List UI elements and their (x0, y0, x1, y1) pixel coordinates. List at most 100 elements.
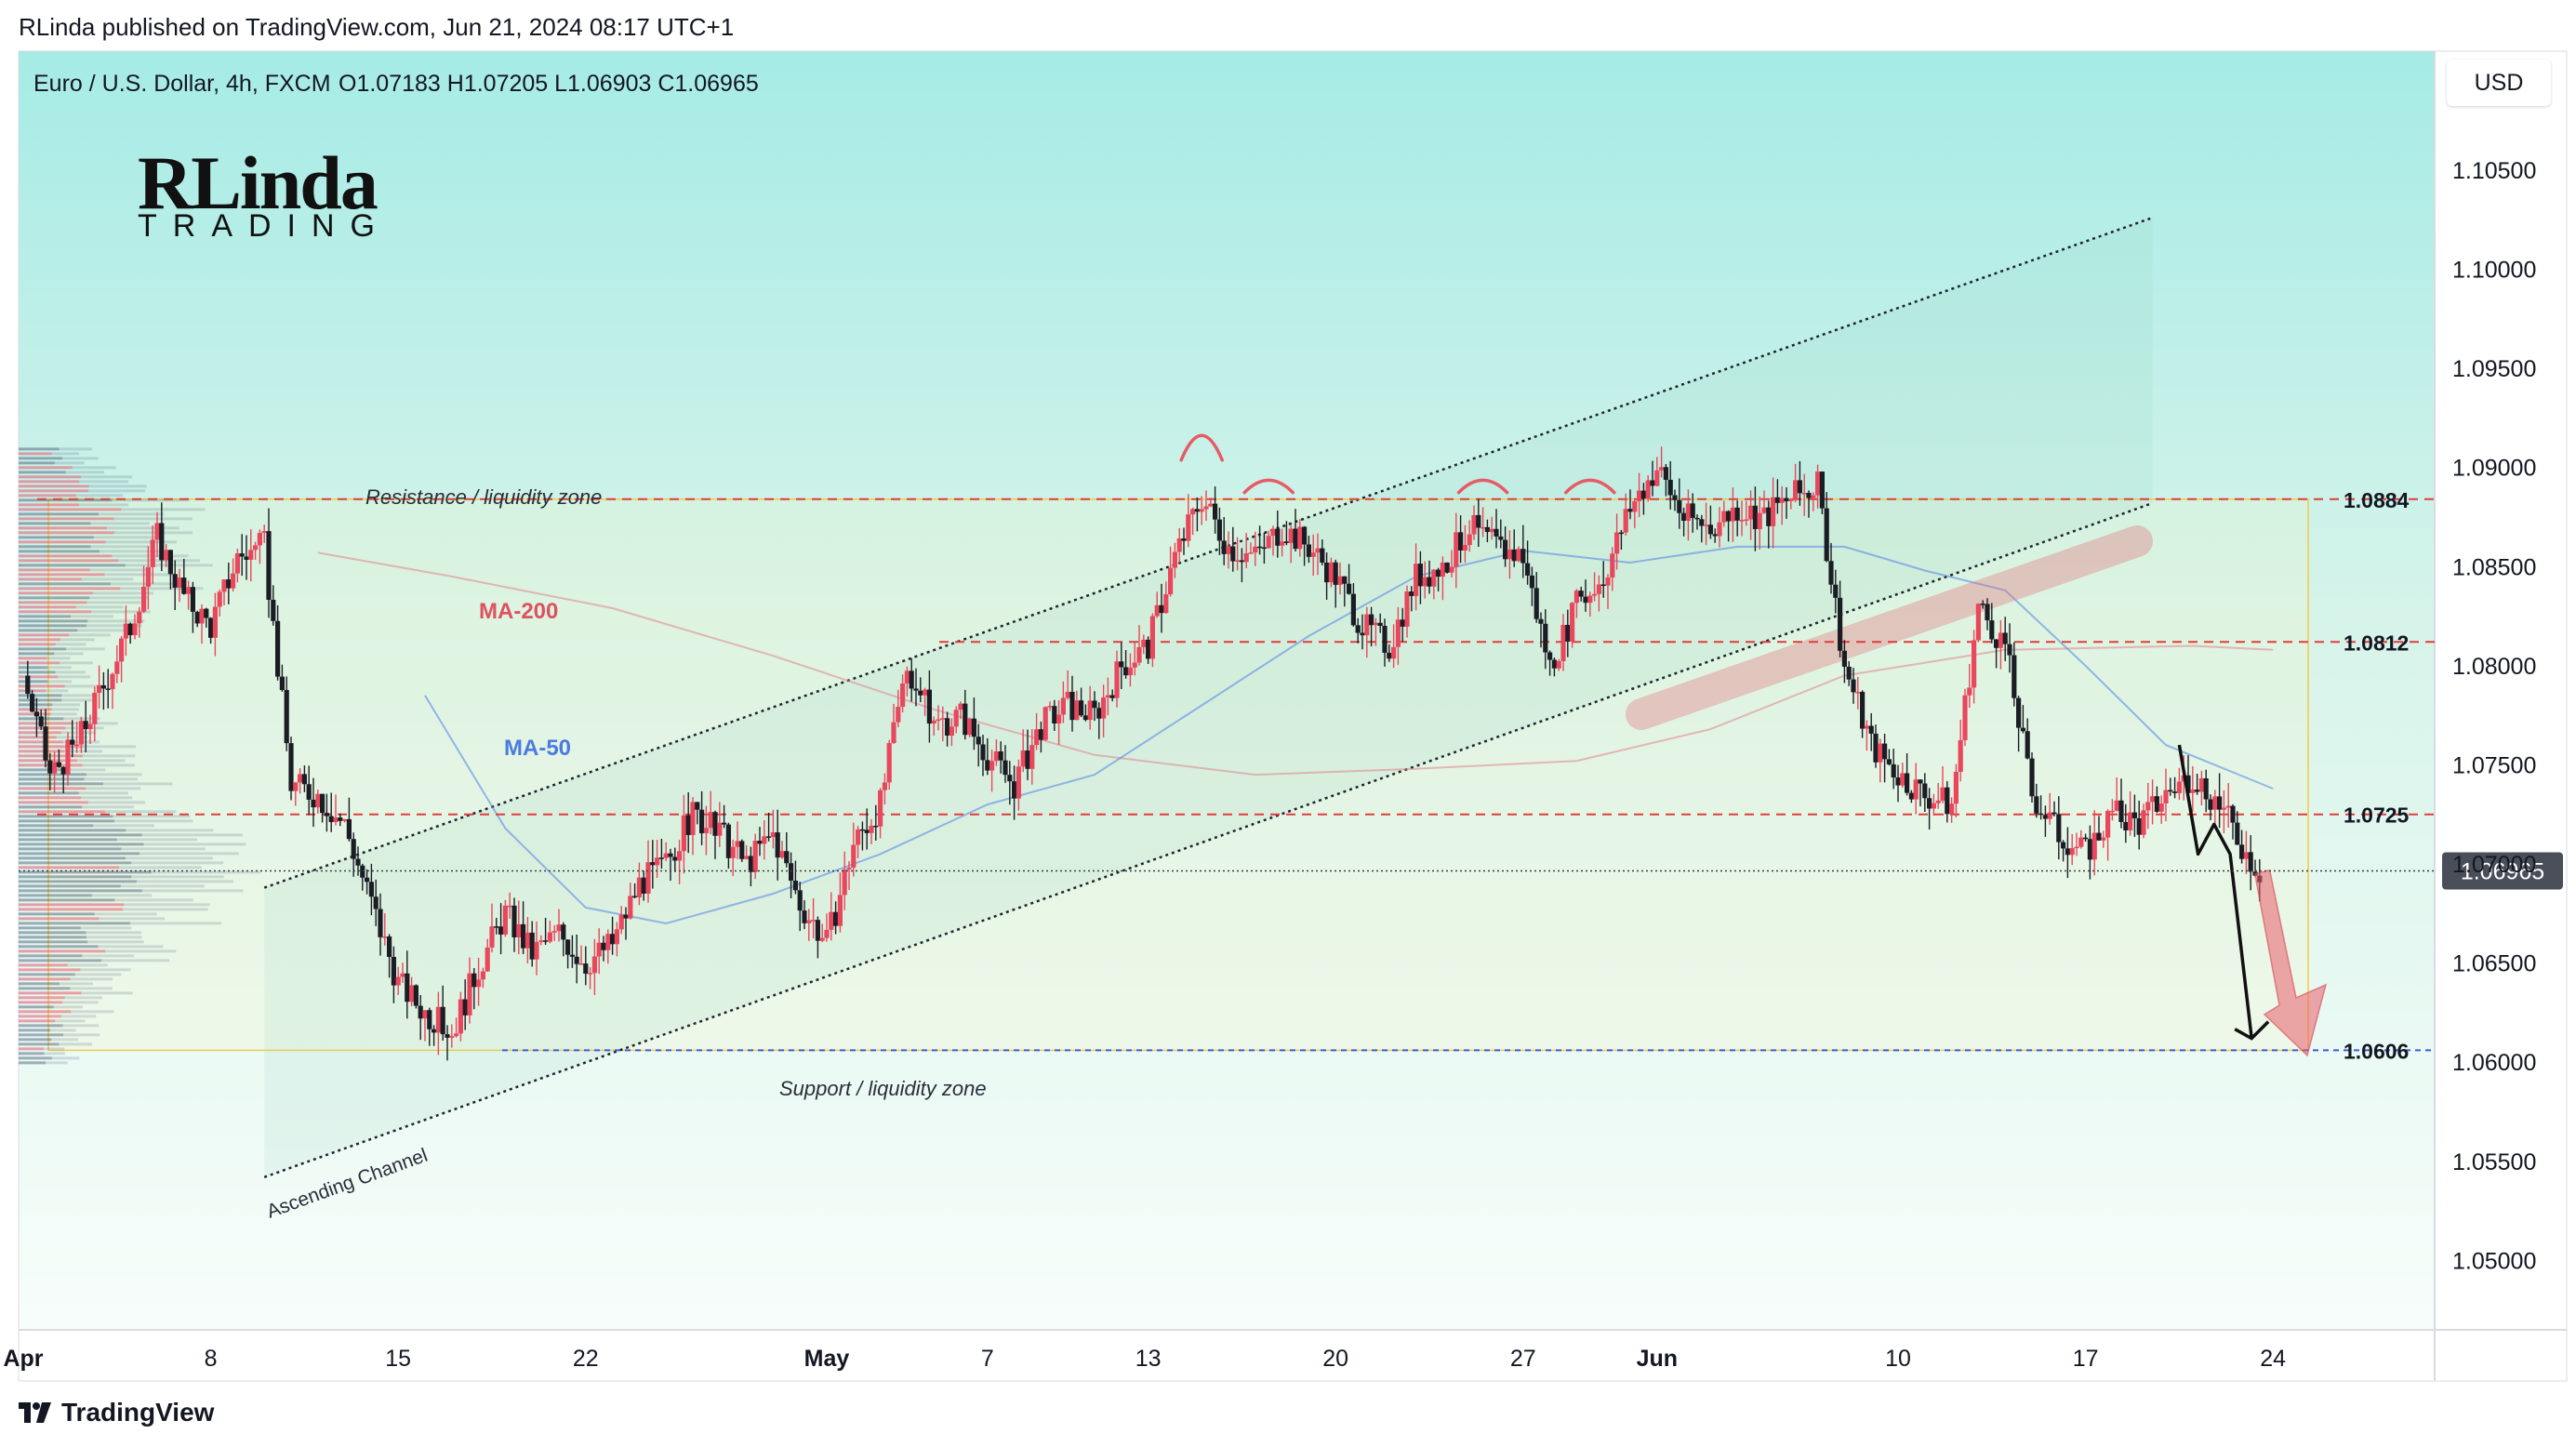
candle-body (1213, 503, 1218, 520)
candle-body (306, 784, 312, 800)
candle-body (779, 851, 785, 858)
candle-body (449, 1036, 455, 1038)
candle-body (507, 905, 512, 908)
volume-profile-bar (19, 610, 91, 614)
volume-profile-bar (46, 657, 71, 660)
volume-profile-bar (19, 843, 144, 846)
candle-body (212, 606, 218, 638)
candle-body (427, 1010, 432, 1029)
candle-body (762, 836, 767, 844)
ma50-label: MA-50 (504, 736, 571, 761)
candle-body (1503, 539, 1508, 560)
candle-body (1288, 528, 1294, 543)
volume-profile-bar (19, 447, 60, 451)
currency-button[interactable]: USD (2447, 60, 2551, 106)
volume-profile-bar (19, 731, 61, 735)
candle-body (271, 600, 276, 621)
volume-profile-bar (19, 494, 76, 498)
candle-body (650, 862, 656, 866)
candle-body (529, 932, 535, 960)
candle-body (2025, 731, 2030, 759)
volume-profile-bar (19, 815, 113, 818)
candle-body (690, 802, 696, 835)
volume-profile-bar (71, 615, 113, 618)
candle-body (33, 711, 39, 717)
candle-body (1922, 783, 1928, 799)
candle-body (1052, 706, 1057, 724)
volume-profile-bar (19, 540, 106, 544)
volume-profile-bar (81, 796, 133, 800)
candle-body (440, 1006, 445, 1035)
volume-profile-bar (19, 796, 82, 800)
candle-body (114, 661, 120, 674)
candle-body (373, 896, 378, 909)
volume-profile-bar (19, 866, 120, 870)
liquidity-range-box (47, 498, 2309, 1052)
volume-profile-bar (44, 1047, 65, 1051)
candle-body (1159, 604, 1164, 614)
candle-body (672, 856, 678, 861)
candle-body (1975, 604, 1981, 641)
candle-body (127, 623, 133, 636)
volume-profile-bar (19, 489, 89, 493)
candle-body (829, 911, 834, 930)
volume-profile-bar (19, 615, 72, 618)
volume-profile-bar (75, 494, 124, 498)
candle-body (2208, 799, 2213, 810)
candle-body (851, 844, 856, 869)
candle-body (199, 608, 205, 624)
volume-profile-bar (19, 945, 99, 949)
volume-profile-bar (121, 847, 206, 851)
candle-body (320, 793, 325, 814)
candle-body (1972, 640, 1977, 688)
volume-profile-bar (65, 471, 105, 474)
candle-body (1659, 467, 1665, 471)
logo-main-text: RLinda (138, 140, 378, 225)
volume-profile-bar (19, 838, 117, 842)
candle-body (521, 923, 526, 949)
volume-profile-bar (19, 898, 115, 902)
candle-body (301, 774, 307, 785)
candle-body (1774, 497, 1780, 503)
volume-profile-bar (19, 1056, 52, 1060)
volume-profile-bar (78, 480, 129, 484)
rlinda-trading-logo: RLinda TRADING (138, 139, 379, 244)
volume-profile-bar (90, 545, 150, 549)
tradingview-brand: TradingView (61, 1398, 215, 1427)
candle-body (565, 939, 571, 955)
candle-body (1176, 538, 1182, 552)
volume-profile-bar (19, 577, 82, 581)
volume-profile-bar (19, 536, 94, 539)
candle-body (110, 673, 115, 690)
candle-body (1337, 576, 1343, 585)
volume-profile-bar (62, 1024, 100, 1028)
candle-body (2230, 805, 2236, 823)
tradingview-footer[interactable]: TradingView (19, 1398, 214, 1427)
candle-body (150, 539, 155, 567)
volume-profile-bar (58, 675, 90, 679)
candle-body (2239, 844, 2245, 859)
volume-profile-bar (19, 526, 108, 530)
candle-body (1387, 652, 1392, 659)
candle-body (891, 722, 896, 744)
candle-body (1417, 564, 1423, 587)
candle-body (1935, 800, 1941, 803)
candle-body (998, 750, 1003, 761)
level-label: 1.0812 (2344, 631, 2409, 655)
candle-body (1400, 619, 1405, 627)
volume-profile-bar (19, 661, 60, 665)
candle-body (1422, 577, 1427, 587)
candle-body (1618, 532, 1624, 535)
tradingview-logo-icon (19, 1402, 51, 1423)
candle-body (1029, 745, 1035, 769)
candle-body (1543, 623, 1548, 653)
candle-body (1828, 561, 1834, 585)
candle-body (712, 812, 718, 836)
candle-body (1489, 528, 1494, 533)
candle-body (1280, 541, 1285, 546)
candle-body (846, 868, 852, 870)
volume-profile-bar (19, 1001, 63, 1004)
volume-profile-bar (112, 554, 189, 558)
volume-profile-bar (80, 926, 132, 930)
